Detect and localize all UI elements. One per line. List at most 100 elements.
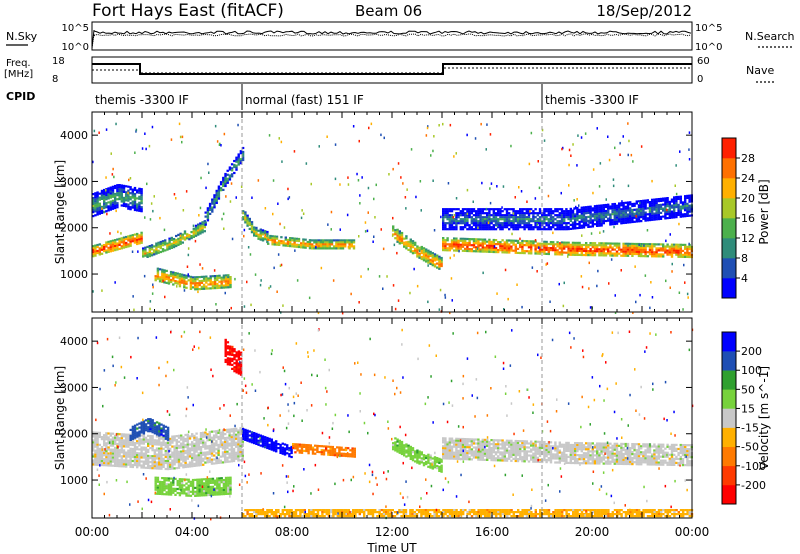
- data-cell: [481, 240, 484, 243]
- data-cell: [296, 449, 299, 452]
- data-cell: [213, 434, 216, 437]
- data-cell: [161, 483, 164, 486]
- data-cell: [483, 212, 487, 215]
- data-cell: [237, 449, 240, 452]
- data-cell: [260, 279, 262, 282]
- data-cell: [111, 241, 115, 244]
- data-cell: [580, 136, 583, 139]
- data-cell: [105, 204, 108, 207]
- data-cell: [183, 238, 187, 241]
- data-cell: [228, 434, 231, 437]
- data-cell: [686, 212, 689, 215]
- data-cell: [497, 214, 500, 217]
- data-cell: [604, 211, 608, 215]
- data-cell: [96, 449, 99, 452]
- data-cell: [226, 428, 229, 431]
- nsearch-label: N.Search: [745, 30, 795, 43]
- data-cell: [613, 225, 615, 229]
- data-cell: [140, 456, 143, 459]
- data-cell: [167, 276, 171, 279]
- data-cell: [103, 462, 106, 465]
- data-cell: [158, 276, 162, 279]
- data-cell: [146, 255, 149, 258]
- data-cell: [116, 436, 119, 440]
- data-cell: [166, 468, 170, 471]
- data-cell: [532, 212, 535, 215]
- data-cell: [275, 446, 278, 449]
- data-cell: [591, 225, 594, 228]
- data-cell: [103, 244, 106, 247]
- data-cell: [587, 225, 590, 228]
- data-cell: [316, 444, 319, 447]
- data-cell: [328, 245, 331, 248]
- data-cell: [129, 438, 132, 441]
- data-cell: [144, 462, 148, 465]
- data-cell: [444, 296, 447, 299]
- data-cell: [352, 247, 356, 250]
- data-cell: [133, 434, 137, 437]
- data-cell: [183, 484, 186, 487]
- data-cell: [122, 184, 126, 187]
- data-cell: [191, 449, 194, 452]
- data-cell: [466, 222, 469, 225]
- data-cell: [136, 462, 139, 465]
- data-cell: [235, 365, 238, 368]
- data-cell: [226, 177, 229, 180]
- data-cell: [574, 225, 577, 228]
- data-cell: [204, 451, 207, 454]
- data-cell: [191, 286, 195, 289]
- data-cell: [591, 219, 594, 222]
- data-cell: [448, 214, 451, 217]
- data-cell: [94, 208, 97, 211]
- data-cell: [481, 248, 484, 251]
- data-cell: [464, 226, 467, 229]
- data-cell: [288, 196, 291, 199]
- data-cell: [195, 464, 198, 467]
- data-cell: [304, 246, 307, 249]
- data-cell: [215, 191, 218, 194]
- data-cell: [571, 225, 575, 228]
- data-cell: [244, 213, 247, 216]
- data-cell: [596, 224, 599, 227]
- data-cell: [611, 221, 614, 224]
- data-cell: [398, 232, 401, 235]
- data-cell: [186, 235, 189, 238]
- data-cell: [567, 247, 570, 250]
- data-cell: [125, 191, 128, 194]
- data-cell: [154, 480, 157, 483]
- data-cell: [499, 247, 502, 250]
- data-cell: [503, 216, 506, 219]
- data-cell: [431, 254, 434, 257]
- data-cell: [659, 199, 663, 202]
- data-cell: [624, 219, 627, 222]
- data-cell: [320, 451, 323, 454]
- data-cell: [446, 239, 449, 242]
- data-cell: [180, 444, 183, 447]
- data-cell: [122, 443, 126, 446]
- data-cell: [158, 428, 161, 431]
- data-cell: [232, 433, 236, 437]
- data-cell: [453, 208, 456, 211]
- data-cell: [578, 214, 581, 217]
- data-cell: [679, 213, 682, 216]
- data-cell: [418, 246, 421, 249]
- data-cell: [655, 214, 658, 217]
- data-cell: [196, 484, 199, 487]
- data-cell: [288, 455, 291, 458]
- data-cell: [158, 449, 161, 452]
- data-cell: [184, 445, 187, 449]
- data-cell: [129, 449, 132, 452]
- data-cell: [198, 480, 201, 483]
- data-cell: [308, 243, 312, 246]
- data-cell: [151, 457, 154, 460]
- data-cell: [250, 223, 254, 226]
- data-cell: [103, 246, 106, 249]
- data-cell: [224, 360, 227, 363]
- data-cell: [604, 205, 608, 209]
- data-cell: [538, 210, 542, 213]
- data-cell: [138, 195, 141, 198]
- data-cell: [643, 244, 645, 247]
- data-cell: [237, 445, 240, 448]
- data-cell: [195, 440, 198, 443]
- data-cell: [213, 430, 216, 433]
